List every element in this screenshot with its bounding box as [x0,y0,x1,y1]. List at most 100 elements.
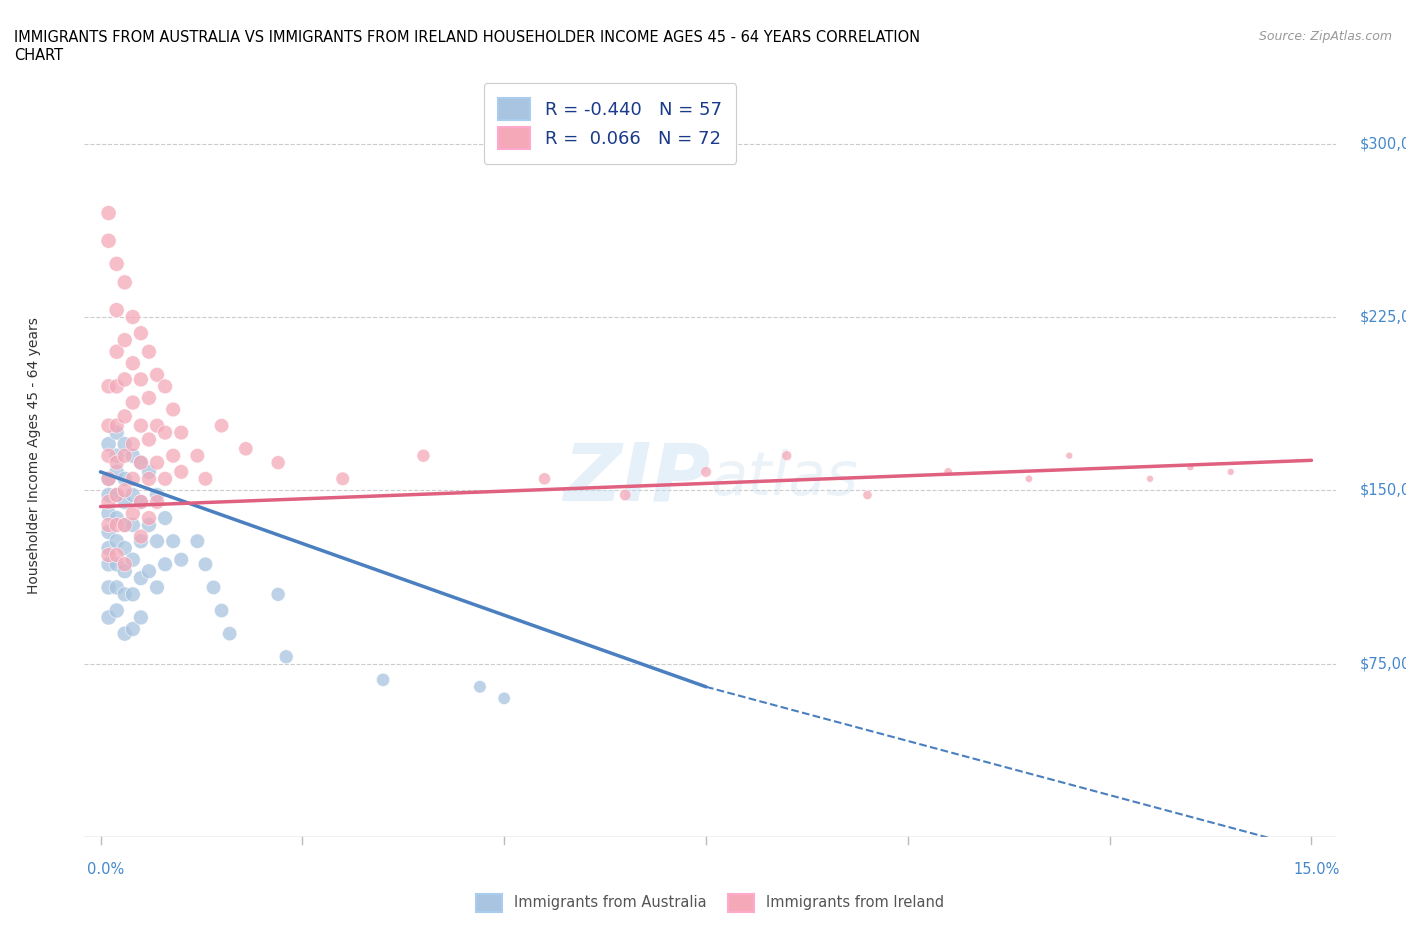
Point [105,518,128,533]
Point [114,437,136,452]
Point [202,580,225,595]
Point [97,548,120,563]
Point [114,518,136,533]
Point [114,564,136,578]
Point [97,233,120,248]
Point [97,580,120,595]
Point [129,455,152,470]
Point [211,418,233,433]
Point [97,610,120,625]
Point [97,525,120,539]
Point [129,418,152,433]
Point [105,379,128,393]
Point [121,448,143,463]
Point [114,333,136,348]
Text: 0.0%: 0.0% [87,862,124,877]
Point [533,472,555,486]
Point [105,455,128,470]
Point [97,437,120,452]
Point [105,257,128,272]
Point [105,448,128,463]
Point [146,580,169,595]
Point [153,425,176,440]
Point [97,487,120,502]
Point [114,626,136,641]
Point [936,464,959,479]
Point [121,310,143,325]
Point [97,379,120,393]
Point [186,534,208,549]
Point [129,534,152,549]
Point [121,518,143,533]
Point [114,557,136,572]
Point [97,472,120,486]
Point [776,448,799,463]
Point [146,487,169,502]
Point [695,464,717,479]
Point [105,302,128,317]
Point [105,425,128,440]
Point [1059,448,1081,463]
Point [105,418,128,433]
Point [129,495,152,510]
Point [105,548,128,563]
Point [138,564,160,578]
Point [129,495,152,510]
Text: $300,000: $300,000 [1360,136,1406,152]
Point [129,455,152,470]
Point [267,587,290,602]
Point [1219,464,1241,479]
Point [153,557,176,572]
Point [121,356,143,371]
Point [114,483,136,498]
Point [138,344,160,359]
Point [97,206,120,220]
Point [105,487,128,502]
Point [138,518,160,533]
Point [114,495,136,510]
Point [1180,459,1202,474]
Point [97,448,120,463]
Point [494,691,516,706]
Point [121,395,143,410]
Text: $225,000: $225,000 [1360,310,1406,325]
Point [129,571,152,586]
Text: ZIP: ZIP [562,440,710,518]
Point [138,432,160,447]
Point [138,472,160,486]
Point [856,487,879,502]
Point [97,472,120,486]
Point [105,464,128,479]
Point [468,679,491,694]
Point [121,621,143,636]
Point [121,506,143,521]
Point [114,409,136,424]
Point [170,425,193,440]
Point [121,487,143,502]
Point [129,529,152,544]
Point [162,448,184,463]
Point [276,649,298,664]
Point [121,552,143,567]
Legend: Immigrants from Australia, Immigrants from Ireland: Immigrants from Australia, Immigrants fr… [470,888,950,917]
Point [121,587,143,602]
Point [1139,472,1161,486]
Point [114,372,136,387]
Point [114,448,136,463]
Point [138,511,160,525]
Point [332,472,354,486]
Text: 15.0%: 15.0% [1294,862,1340,877]
Point [97,518,120,533]
Point [186,448,208,463]
Point [97,506,120,521]
Point [235,442,257,457]
Point [105,511,128,525]
Text: atlas: atlas [710,449,858,508]
Point [105,603,128,618]
Text: IMMIGRANTS FROM AUSTRALIA VS IMMIGRANTS FROM IRELAND HOUSEHOLDER INCOME AGES 45 : IMMIGRANTS FROM AUSTRALIA VS IMMIGRANTS … [14,30,920,45]
Point [105,534,128,549]
Point [170,552,193,567]
Text: $150,000: $150,000 [1360,483,1406,498]
Point [267,455,290,470]
Point [146,455,169,470]
